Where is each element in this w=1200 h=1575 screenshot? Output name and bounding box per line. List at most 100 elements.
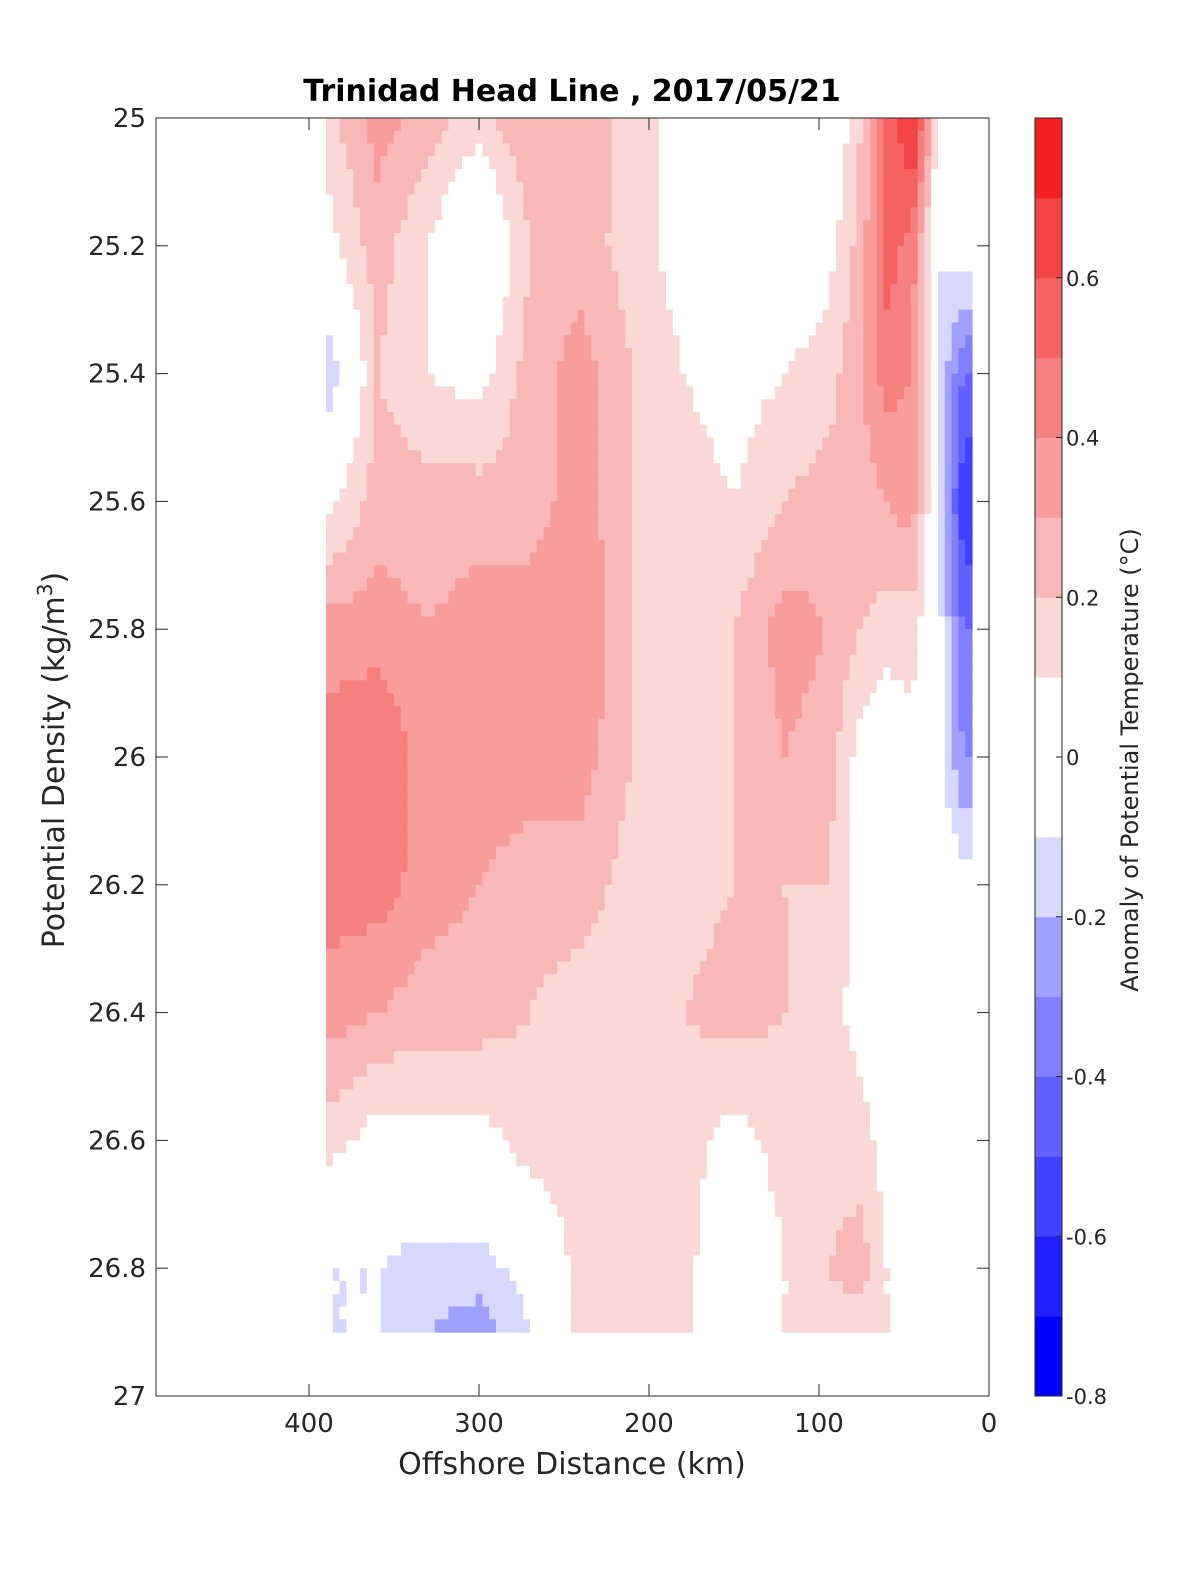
heat-cell: [482, 590, 490, 605]
heat-cell: [693, 143, 701, 157]
heat-cell: [489, 143, 497, 157]
heat-cell: [394, 335, 402, 349]
heat-cell: [781, 233, 789, 247]
heat-cell: [808, 411, 817, 426]
heat-cell: [428, 463, 436, 477]
heat-cell: [326, 718, 334, 733]
heat-cell: [468, 322, 477, 336]
heat-cell: [380, 744, 388, 758]
heat-cell: [693, 386, 701, 400]
heat-cell: [632, 143, 640, 157]
heat-cell: [407, 233, 415, 247]
heat-cell: [380, 296, 388, 311]
heat-cell: [931, 181, 939, 196]
heat-cell: [475, 386, 483, 400]
heat-cell: [693, 731, 701, 745]
heat-cell: [387, 181, 395, 196]
heat-cell: [523, 463, 531, 477]
heat-cell: [428, 782, 436, 796]
heat-cell: [666, 245, 674, 260]
heat-cell: [774, 616, 783, 630]
heat-cell: [870, 399, 878, 413]
heat-cell: [496, 641, 504, 656]
heat-cell: [856, 693, 864, 707]
heat-cell: [842, 552, 851, 566]
heat-cell: [564, 130, 572, 145]
heat-cell: [536, 360, 545, 375]
heat-cell: [659, 654, 667, 669]
heat-cell: [543, 514, 551, 528]
heat-cell: [829, 565, 837, 579]
heat-cell: [482, 399, 490, 413]
heat-cell: [931, 411, 939, 426]
heat-cell: [638, 309, 647, 324]
heat-cell: [332, 539, 341, 554]
heat-cell: [645, 335, 653, 349]
heat-cell: [591, 118, 599, 132]
heat-cell: [808, 322, 817, 336]
heat-cell: [387, 258, 395, 272]
heat-cell: [360, 629, 368, 643]
heat-cell: [883, 552, 891, 566]
heat-cell: [530, 705, 538, 720]
heat-cell: [734, 258, 742, 272]
heat-cell: [584, 488, 592, 502]
heat-cell: [815, 744, 823, 758]
heat-cell: [550, 424, 558, 439]
heat-cell: [407, 552, 415, 566]
heat-cell: [448, 143, 456, 157]
heat-cell: [754, 526, 762, 541]
heat-cell: [326, 565, 334, 579]
heat-cell: [455, 616, 463, 630]
heat-cell: [740, 603, 749, 618]
heat-cell: [774, 514, 783, 528]
heat-cell: [822, 705, 830, 720]
heat-cell: [604, 693, 613, 707]
heat-cell: [598, 629, 606, 643]
heat-cell: [632, 654, 640, 669]
heat-cell: [802, 322, 810, 336]
heat-cell: [638, 705, 647, 720]
heat-cell: [917, 641, 925, 656]
heat-cell: [788, 360, 796, 375]
heat-cell: [536, 220, 545, 234]
heat-cell: [400, 641, 409, 656]
heat-cell: [611, 539, 619, 554]
heat-cell: [842, 194, 851, 209]
heat-cell: [346, 680, 354, 694]
heat-cell: [618, 501, 626, 515]
heat-cell: [346, 373, 354, 387]
heat-cell: [924, 233, 932, 247]
heat-cell: [326, 143, 334, 157]
heat-cell: [373, 565, 381, 579]
heat-cell: [448, 629, 456, 643]
heat-cell: [584, 629, 592, 643]
heat-cell: [462, 667, 470, 681]
heat-cell: [849, 731, 857, 745]
heat-cell: [509, 271, 517, 285]
heat-cell: [462, 411, 470, 426]
heat-cell: [366, 386, 375, 400]
heat-cell: [326, 705, 334, 720]
heat-cell: [693, 629, 701, 643]
heat-cell: [754, 475, 762, 490]
heat-cell: [489, 680, 497, 694]
heat-cell: [822, 194, 830, 209]
heat-cell: [938, 220, 946, 234]
heat-cell: [448, 488, 456, 502]
heat-cell: [366, 207, 375, 221]
heat-cell: [482, 220, 490, 234]
heat-cell: [502, 705, 511, 720]
heat-cell: [400, 360, 409, 375]
heat-cell: [482, 181, 490, 196]
heat-cell: [944, 271, 953, 285]
heat-cell: [938, 654, 946, 669]
heat-cell: [482, 118, 490, 132]
heat-cell: [965, 284, 973, 298]
heat-cell: [543, 526, 551, 541]
heat-cell: [897, 296, 905, 311]
heat-cell: [944, 616, 953, 630]
heat-cell: [829, 578, 837, 592]
heat-cell: [829, 424, 837, 439]
heat-cell: [822, 156, 830, 170]
